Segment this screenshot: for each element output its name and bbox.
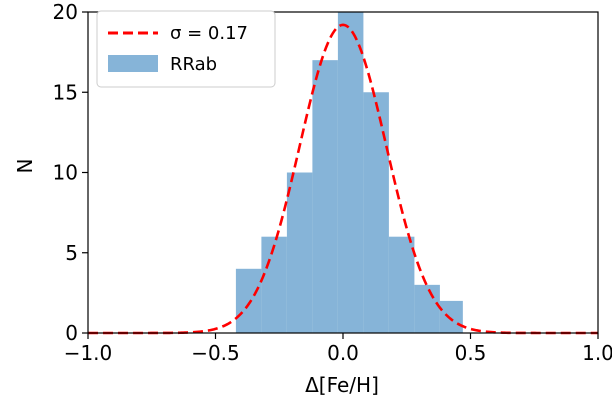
histogram-bar: [388, 236, 415, 333]
x-tick-label: −0.5: [191, 341, 240, 365]
legend-hist-label: RRab: [170, 54, 217, 75]
y-tick-label: 20: [53, 0, 78, 24]
histogram-bar: [414, 284, 440, 333]
histogram-bar: [337, 12, 364, 333]
y-axis-label: N: [13, 159, 37, 174]
y-tick-label: 0: [65, 321, 78, 345]
histogram-bar: [312, 60, 338, 334]
x-tick-label: 1.0: [582, 341, 612, 365]
x-axis-ticks: −1.0 −0.5 0.0 0.5 1.0: [64, 333, 612, 365]
legend-curve-label: σ = 0.17: [170, 23, 248, 44]
x-tick-label: −1.0: [64, 341, 113, 365]
y-axis-ticks: 0 5 10 15 20: [53, 0, 88, 345]
x-tick-label: 0.5: [455, 341, 487, 365]
histogram-bar: [235, 268, 262, 333]
x-tick-label: 0.0: [327, 341, 359, 365]
x-axis-label: Δ[Fe/H]: [305, 373, 379, 397]
y-tick-label: 15: [53, 80, 78, 104]
legend: σ = 0.17 RRab: [96, 10, 276, 88]
y-tick-label: 5: [65, 241, 78, 265]
legend-hist-swatch: [108, 55, 158, 72]
histogram-bars: [235, 12, 463, 334]
histogram-bar: [439, 300, 463, 333]
y-tick-label: 10: [53, 161, 78, 185]
histogram-bar: [261, 236, 287, 333]
gaussian-fit-curve: [88, 23, 598, 335]
histogram-bar: [363, 92, 389, 333]
histogram-bar: [286, 172, 313, 333]
